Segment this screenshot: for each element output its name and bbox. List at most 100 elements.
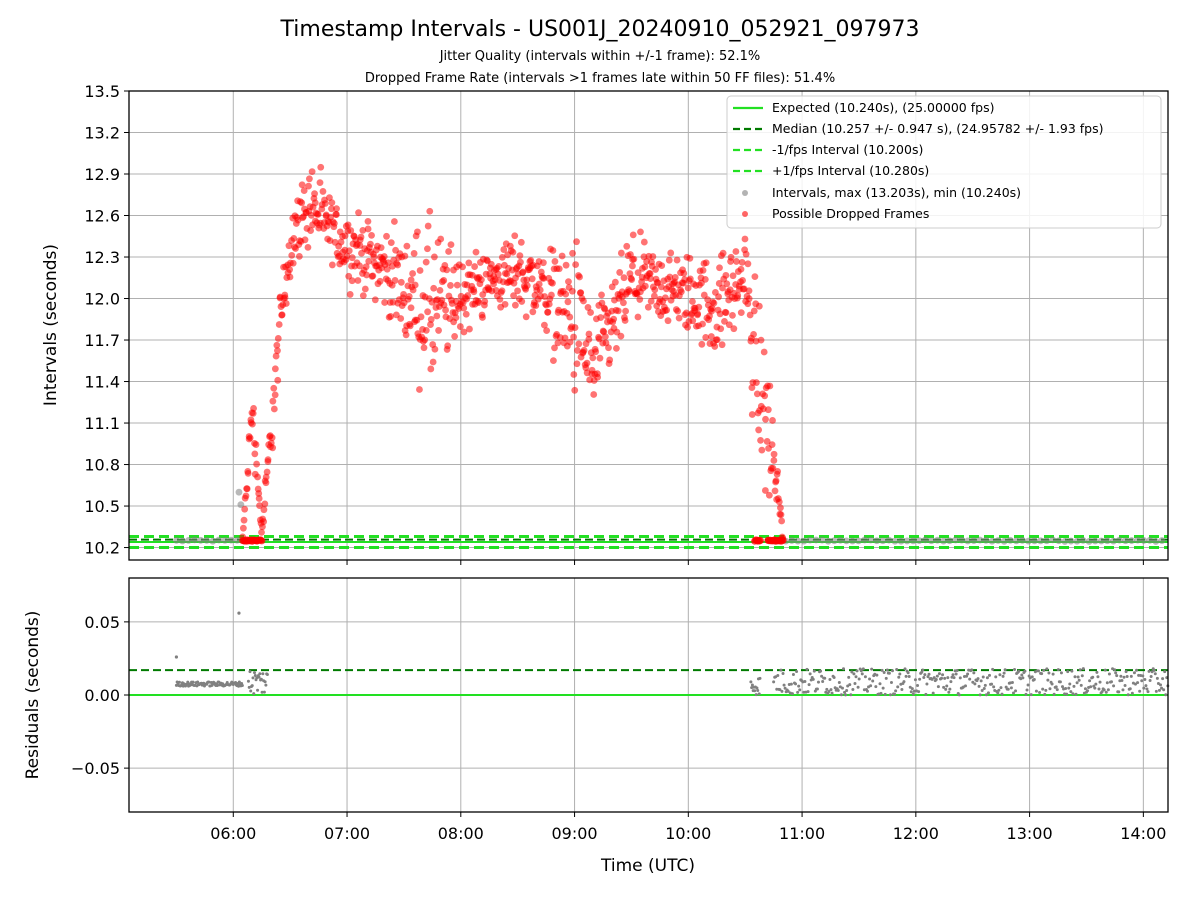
residual-point xyxy=(791,673,795,677)
residual-point xyxy=(1122,675,1126,679)
residual-point xyxy=(900,688,904,692)
dropped-frame-point xyxy=(465,259,473,267)
residual-point xyxy=(264,683,268,687)
dropped-frame-point xyxy=(456,323,464,330)
dropped-frame-point xyxy=(549,247,557,254)
dropped-frame-point xyxy=(363,271,371,279)
interval-point xyxy=(867,536,875,544)
residual-point xyxy=(1124,670,1128,674)
residual-point xyxy=(1045,667,1049,671)
dropped-frame-point xyxy=(262,473,270,481)
residual-point xyxy=(247,685,251,689)
dropped-frame-subtitle: Dropped Frame Rate (intervals >1 frames … xyxy=(365,71,835,86)
residual-point xyxy=(1070,669,1074,673)
dropped-frame-point xyxy=(447,282,454,289)
residual-point xyxy=(1140,679,1144,683)
dropped-frame-point xyxy=(647,275,654,282)
residual-point xyxy=(1146,690,1150,694)
residual-point xyxy=(1132,671,1136,675)
dropped-frame-point xyxy=(511,232,519,240)
residual-point xyxy=(922,675,926,679)
residual-point xyxy=(999,686,1003,690)
residual-point xyxy=(888,693,892,697)
dropped-frame-point xyxy=(364,225,372,233)
dropped-frame-point xyxy=(710,299,718,307)
residual-point xyxy=(795,669,799,673)
dropped-frame-point xyxy=(755,302,763,310)
residual-point xyxy=(1051,672,1055,676)
dropped-frame-point xyxy=(274,376,282,384)
dropped-frame-point xyxy=(778,517,786,525)
dropped-frame-point xyxy=(330,219,338,227)
residual-point xyxy=(1066,670,1070,674)
dropped-frame-point xyxy=(249,409,257,417)
dropped-frame-point xyxy=(580,346,588,354)
dropped-frame-point xyxy=(730,325,738,333)
interval-point xyxy=(873,537,881,545)
residual-point xyxy=(260,690,264,694)
residual-point xyxy=(797,684,801,688)
dropped-frame-point xyxy=(716,264,723,272)
residual-point xyxy=(1117,690,1121,694)
residual-point xyxy=(978,693,982,697)
residual-point xyxy=(779,668,783,672)
dropped-frame-point xyxy=(721,317,728,325)
dropped-frame-point xyxy=(577,289,585,297)
dropped-frame-point xyxy=(348,277,356,285)
dropped-frame-point xyxy=(570,333,577,341)
interval-point xyxy=(179,537,186,545)
residual-point xyxy=(990,682,994,686)
dropped-frame-point xyxy=(511,301,519,309)
dropped-frame-point xyxy=(770,450,778,458)
dropped-frame-point xyxy=(328,261,336,269)
dropped-frame-point xyxy=(765,491,773,499)
residual-point xyxy=(207,680,211,684)
dropped-frame-point xyxy=(569,249,576,257)
residual-point xyxy=(1067,686,1071,690)
dropped-frame-point xyxy=(689,298,696,305)
dropped-frame-point xyxy=(394,261,402,269)
residual-point xyxy=(1074,692,1078,696)
dropped-frame-point xyxy=(636,296,644,303)
dropped-frame-point xyxy=(523,282,531,290)
interval-point xyxy=(1085,538,1093,545)
dropped-frame-point xyxy=(677,288,685,296)
dropped-frame-point xyxy=(777,511,785,519)
dropped-frame-point xyxy=(536,286,544,294)
residual-point xyxy=(215,684,219,688)
dropped-frame-point xyxy=(470,288,478,296)
residual-point xyxy=(259,677,263,681)
residual-point xyxy=(982,687,986,691)
dropped-frame-point xyxy=(289,259,297,267)
residual-point xyxy=(1060,685,1064,689)
residual-point xyxy=(879,691,883,695)
residual-point xyxy=(966,672,970,676)
dropped-frame-point xyxy=(744,300,752,308)
residual-point xyxy=(1034,689,1038,693)
residual-point xyxy=(781,672,785,676)
residual-point xyxy=(265,673,269,677)
dropped-frame-point xyxy=(774,467,782,475)
residual-point xyxy=(1081,667,1085,671)
residual-point xyxy=(1040,672,1044,676)
residual-point xyxy=(856,685,860,689)
interval-point xyxy=(1012,537,1020,545)
residual-point xyxy=(924,692,928,696)
interval-point xyxy=(1055,537,1063,545)
residual-point xyxy=(1086,689,1090,693)
legend-plus-fps-label: +1/fps Interval (10.280s) xyxy=(772,163,929,178)
dropped-frame-point xyxy=(253,460,261,468)
dropped-frame-point xyxy=(498,253,506,261)
dropped-frame-point xyxy=(610,315,618,323)
residual-point xyxy=(955,668,959,672)
dropped-frame-point xyxy=(758,446,766,454)
dropped-frame-point xyxy=(460,304,468,312)
x-tick-label: 14:00 xyxy=(1120,824,1166,843)
dropped-frame-point xyxy=(451,333,459,340)
residual-point xyxy=(852,672,856,676)
dropped-frame-point xyxy=(264,456,272,464)
residual-point xyxy=(1128,687,1132,691)
dropped-frame-point xyxy=(708,304,716,312)
dropped-frame-point xyxy=(540,321,548,329)
residual-point xyxy=(815,687,819,691)
